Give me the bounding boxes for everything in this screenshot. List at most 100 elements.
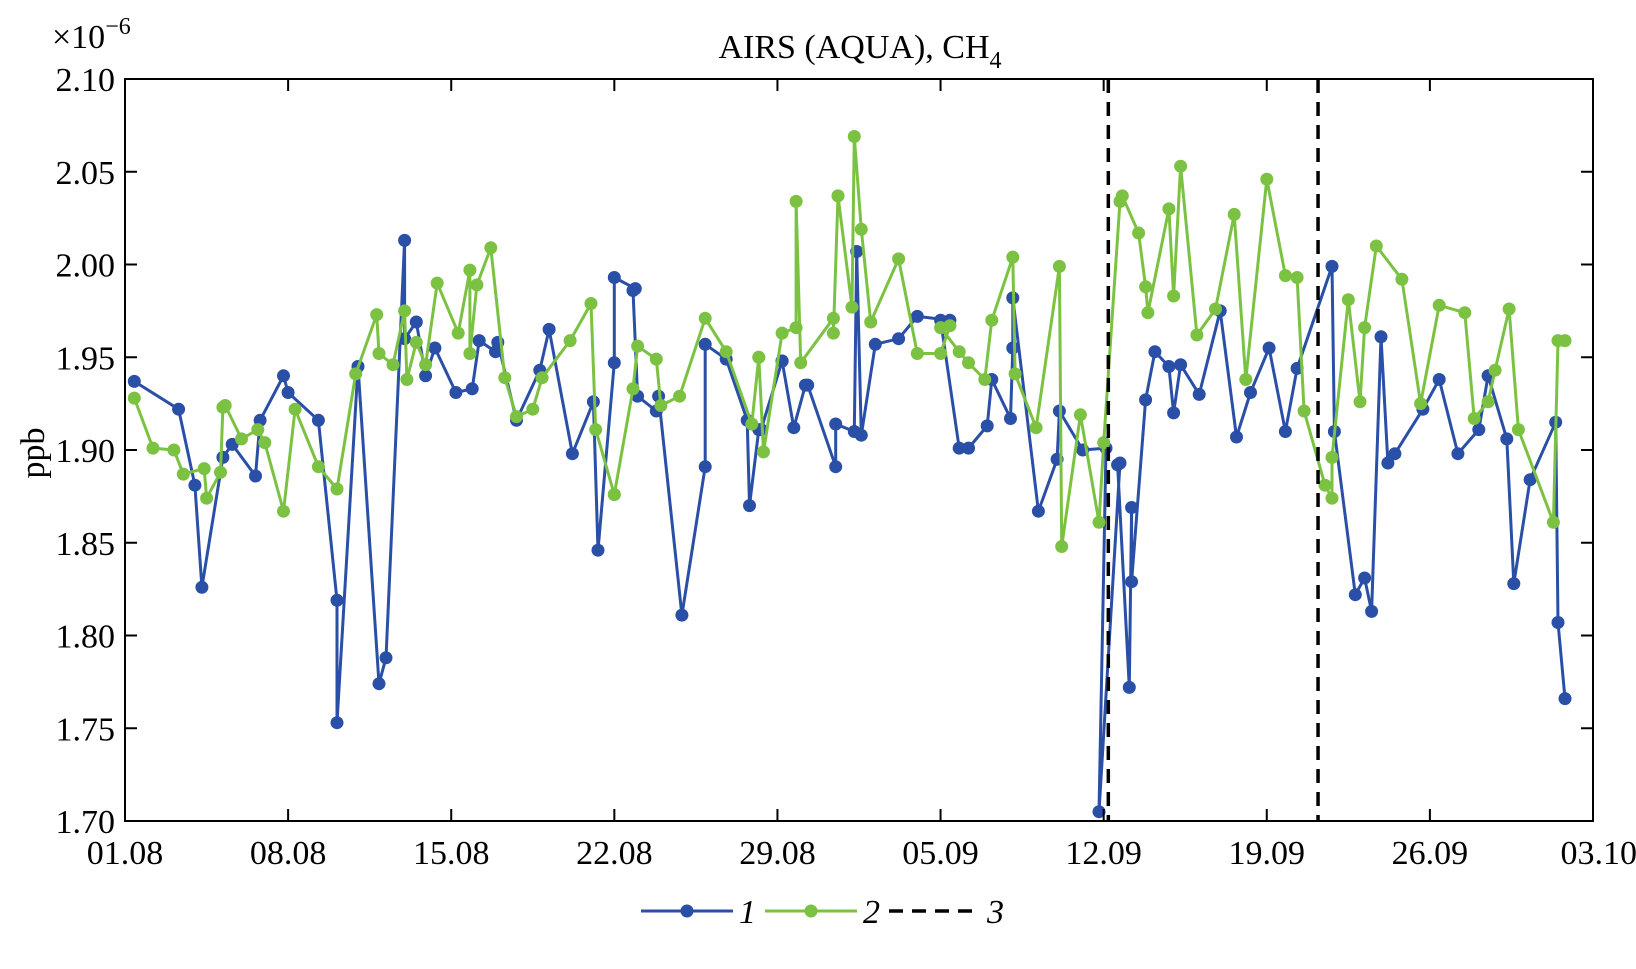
data-point bbox=[745, 417, 759, 431]
data-point bbox=[1546, 515, 1560, 529]
y-tick-label: 1.70 bbox=[56, 804, 116, 841]
x-tick-label: 22.08 bbox=[576, 835, 653, 872]
data-point bbox=[472, 334, 486, 348]
data-point bbox=[1381, 456, 1395, 470]
data-point bbox=[1558, 692, 1572, 706]
data-point bbox=[419, 358, 433, 372]
data-point bbox=[398, 233, 412, 247]
data-point bbox=[589, 423, 603, 437]
data-point bbox=[892, 332, 906, 346]
data-point bbox=[330, 593, 344, 607]
data-point bbox=[1162, 202, 1176, 216]
data-point bbox=[698, 337, 712, 351]
data-point bbox=[985, 313, 999, 327]
data-point bbox=[370, 308, 384, 322]
data-point bbox=[847, 130, 861, 143]
data-point bbox=[1115, 189, 1129, 203]
data-point bbox=[1125, 575, 1139, 589]
data-point bbox=[1414, 397, 1428, 411]
data-point bbox=[1558, 334, 1572, 348]
legend-label: 3 bbox=[986, 894, 1004, 931]
data-point bbox=[379, 651, 393, 665]
data-point bbox=[607, 488, 621, 501]
legend-marker bbox=[680, 904, 694, 918]
data-point bbox=[1209, 302, 1222, 316]
data-point bbox=[794, 356, 808, 370]
data-point bbox=[607, 356, 621, 370]
data-point bbox=[409, 315, 423, 329]
data-point bbox=[1467, 412, 1481, 425]
data-point bbox=[1358, 321, 1372, 335]
data-point bbox=[258, 436, 272, 450]
y-tick-label: 1.75 bbox=[56, 711, 116, 748]
data-point bbox=[1227, 207, 1241, 221]
data-point bbox=[1502, 302, 1516, 316]
y-tick-label: 1.85 bbox=[56, 526, 116, 563]
x-tick-label: 26.09 bbox=[1392, 835, 1469, 872]
data-point bbox=[372, 677, 386, 691]
data-point bbox=[484, 241, 498, 255]
data-point bbox=[1358, 571, 1372, 585]
y-tick-label: 1.90 bbox=[56, 433, 116, 470]
data-point bbox=[1132, 226, 1146, 240]
data-point bbox=[801, 378, 815, 392]
data-point bbox=[673, 389, 687, 403]
data-point bbox=[409, 335, 423, 349]
data-point bbox=[829, 417, 843, 431]
data-point bbox=[868, 337, 882, 351]
x-tick-label: 01.08 bbox=[87, 835, 164, 872]
data-point bbox=[978, 373, 992, 386]
data-point bbox=[463, 263, 477, 277]
data-point bbox=[1097, 436, 1111, 450]
data-point bbox=[864, 315, 878, 329]
data-point bbox=[649, 352, 663, 366]
data-point bbox=[1167, 406, 1181, 420]
data-point bbox=[1055, 540, 1069, 553]
data-point bbox=[400, 373, 414, 386]
data-point bbox=[419, 369, 433, 383]
data-point bbox=[1278, 425, 1292, 438]
data-point bbox=[752, 350, 766, 364]
reference-lines bbox=[1106, 79, 1320, 821]
legend: 1 2 3 bbox=[641, 894, 1004, 931]
data-point bbox=[1139, 280, 1153, 294]
data-point bbox=[195, 580, 209, 594]
data-point bbox=[829, 460, 843, 474]
series-2 bbox=[127, 130, 1572, 553]
data-point bbox=[200, 491, 214, 505]
series-line-1 bbox=[133, 238, 1567, 814]
data-point bbox=[826, 311, 840, 325]
data-point bbox=[1458, 306, 1472, 320]
data-point bbox=[349, 367, 363, 381]
data-point bbox=[854, 222, 868, 236]
data-point bbox=[1239, 373, 1253, 386]
data-point bbox=[288, 402, 302, 416]
data-point bbox=[980, 419, 994, 433]
data-point bbox=[952, 441, 966, 455]
data-point bbox=[757, 445, 770, 459]
data-point bbox=[249, 469, 262, 483]
data-point bbox=[1325, 491, 1339, 505]
data-point bbox=[1029, 421, 1043, 435]
x-tick-label: 12.09 bbox=[1065, 835, 1142, 872]
data-point bbox=[845, 300, 859, 314]
data-point bbox=[1174, 159, 1188, 173]
data-point bbox=[626, 284, 640, 297]
data-point bbox=[542, 322, 556, 336]
data-point bbox=[1348, 588, 1362, 602]
data-point bbox=[235, 432, 248, 446]
data-point bbox=[1500, 432, 1514, 446]
legend-item-2: 2 bbox=[765, 894, 880, 931]
data-point bbox=[607, 271, 621, 284]
data-point bbox=[631, 339, 645, 353]
data-point bbox=[1365, 604, 1379, 618]
data-point bbox=[1472, 423, 1486, 437]
data-point bbox=[789, 194, 803, 208]
data-point bbox=[1006, 250, 1020, 264]
data-point bbox=[1511, 423, 1525, 437]
legend-marker bbox=[804, 904, 818, 918]
data-point bbox=[197, 462, 211, 476]
data-point bbox=[1488, 363, 1502, 377]
series-line-2 bbox=[132, 135, 1565, 548]
data-point bbox=[172, 402, 186, 416]
